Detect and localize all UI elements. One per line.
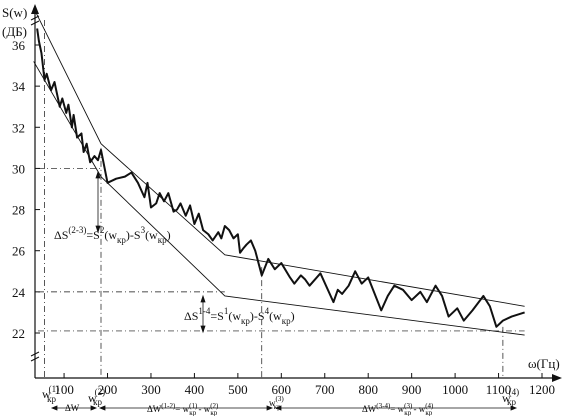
y-axis-unit: (ДБ): [2, 24, 27, 39]
envelope-upper: [33, 7, 525, 307]
x-tick-label: 400: [185, 382, 205, 397]
y-tick-label: 26: [12, 244, 26, 259]
x-tick-label: 500: [228, 382, 248, 397]
x-axis-arrow: [552, 374, 562, 382]
wkr3-label: w(3) кр: [269, 395, 284, 411]
delta-s-arrows: [95, 170, 206, 334]
series-group: [36, 28, 525, 328]
bottom-dimension-lines: [50, 405, 518, 411]
x-tick-label: 800: [358, 382, 378, 397]
y-axis-arrow: [31, 4, 39, 14]
x-tick-label: 600: [272, 382, 292, 397]
wkr2-label: w(2) кр: [88, 387, 105, 407]
y-tick-label: 24: [12, 285, 26, 300]
envelope-lines: [33, 7, 525, 336]
y-ticks: 22 24 26 28 30 32 34 36: [12, 38, 40, 341]
x-tick-label: 100: [54, 382, 74, 397]
delta-s-14-label: ΔS1-4=S1(wкр)-S4(wкр): [184, 306, 295, 326]
y-tick-label: 36: [12, 38, 26, 53]
delta-w-34-label: ΔW(3-4)= w(3) кр - w(4) кр: [362, 402, 434, 416]
x-tick-label: 300: [141, 382, 161, 397]
x-tick-label: 700: [315, 382, 335, 397]
x-ticks: 100 200 300 400 500 600 700 800 900 1000 1100 1200: [54, 373, 555, 397]
wkr1-label: w(1) кр: [42, 384, 59, 404]
y-tick-label: 32: [12, 120, 25, 135]
y-tick-label: 28: [12, 203, 25, 218]
y-tick-label: 30: [12, 161, 25, 176]
x-tick-label: 1200: [529, 382, 555, 397]
y-axis-break-mark: [30, 351, 40, 362]
x-tick-label: 900: [402, 382, 422, 397]
x-tick-label: 200: [98, 382, 118, 397]
series-line: [36, 28, 525, 328]
delta-w-12-label: ΔW(1-2)= w(1) кр - w(2) кр: [147, 402, 219, 416]
x-axis-title: ω(Гц): [528, 356, 560, 371]
x-tick-label: 1000: [442, 382, 468, 397]
y-axis-title: S(w): [2, 5, 27, 20]
y-tick-label: 22: [12, 326, 25, 341]
guide-lines: [38, 20, 525, 378]
x-tick-label: 1100: [486, 382, 512, 397]
envelope-lower: [33, 61, 525, 336]
y-tick-label: 34: [12, 79, 26, 94]
delta-s-23-label: ΔS(2-3)=S2(wкр)-S3(wкр): [54, 225, 171, 245]
wkr4-label: w(4) кр: [502, 387, 519, 407]
